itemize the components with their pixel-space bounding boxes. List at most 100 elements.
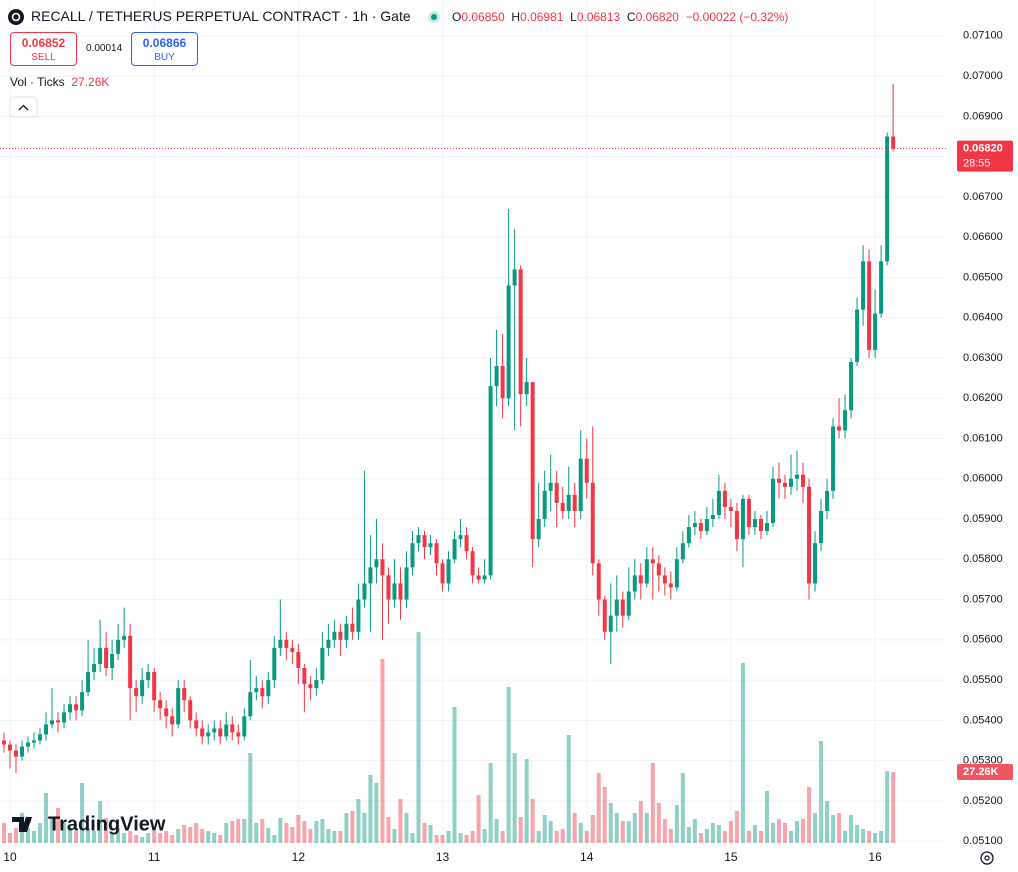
volume-bar — [692, 818, 697, 843]
candle-body — [482, 575, 487, 580]
last-volume-label: 27.26K — [963, 766, 999, 778]
countdown: 28:55 — [963, 157, 991, 169]
candle-body — [434, 543, 439, 564]
candle-body — [266, 680, 271, 697]
candle-body — [410, 543, 415, 568]
volume-bar — [392, 828, 397, 843]
volume-bar — [788, 830, 793, 843]
volume-legend: Vol · Ticks 27.26K — [10, 75, 109, 89]
candle-body — [849, 361, 854, 411]
x-tick-label: 10 — [3, 850, 17, 864]
volume-bar — [134, 835, 139, 843]
volume-bar — [644, 812, 649, 843]
buy-button[interactable]: 0.06866 BUY — [131, 32, 198, 66]
candle-body — [584, 458, 589, 483]
volume-bar — [380, 658, 385, 843]
ohlc-label: C — [626, 10, 636, 24]
y-tick-label: 0.05700 — [963, 593, 1003, 605]
candle-body — [428, 543, 433, 548]
candle-body — [548, 482, 553, 491]
candle-body — [746, 498, 751, 528]
volume-bar — [452, 707, 457, 843]
volume-bar — [776, 818, 781, 843]
candle-body — [248, 692, 253, 717]
volume-bar — [680, 772, 685, 843]
volume-bar — [752, 825, 757, 843]
volume-bar — [891, 772, 896, 843]
brand-logo-dot — [25, 817, 31, 823]
candle-body — [104, 647, 109, 669]
volume-bar — [782, 822, 787, 843]
volume-bar — [710, 822, 715, 843]
volume-bar — [855, 825, 860, 843]
volume-bar — [236, 818, 241, 843]
candle-body — [891, 136, 896, 149]
y-tick-label: 0.07100 — [963, 30, 1003, 42]
volume-bar — [440, 835, 445, 843]
candle-body — [855, 309, 860, 362]
volume-bar — [362, 812, 367, 843]
volume-bar — [740, 662, 745, 843]
candle-body — [662, 575, 667, 584]
last-price-tag — [957, 140, 1013, 172]
volume-bar — [254, 822, 259, 843]
volume-bar — [290, 827, 295, 843]
volume-bar — [518, 817, 523, 843]
volume-bar — [885, 770, 890, 843]
volume-bar — [548, 820, 553, 843]
volume-bar — [296, 815, 301, 843]
candle-body — [608, 615, 613, 632]
candle-body — [13, 750, 18, 757]
volume-bar — [807, 787, 812, 843]
volume-bar — [350, 810, 355, 843]
volume-bar — [825, 800, 830, 843]
candle-body — [885, 136, 890, 262]
volume-bar — [795, 820, 800, 843]
collapse-button[interactable] — [9, 96, 38, 118]
volume-bar — [422, 822, 427, 843]
candle-body — [32, 740, 37, 743]
candle-body — [500, 366, 505, 399]
y-tick-label: 0.07000 — [963, 70, 1003, 82]
volume-bar — [632, 812, 637, 843]
ohlc-value: 0.06981 — [520, 10, 564, 24]
volume-bar — [620, 820, 625, 843]
volume-bar — [500, 830, 505, 843]
sell-button[interactable]: 0.06852 SELL — [10, 32, 77, 66]
candle-body — [764, 523, 769, 532]
candle-body — [873, 313, 878, 350]
volume-bar — [819, 740, 824, 843]
volume-bar — [248, 752, 253, 843]
candle-body — [422, 535, 427, 548]
candle-body — [686, 527, 691, 544]
y-tick-label: 0.05600 — [963, 634, 1003, 646]
candle-body — [386, 575, 391, 600]
candle-body — [1, 740, 6, 745]
volume-bar — [530, 798, 535, 843]
candle-body — [837, 426, 842, 431]
volume-bar — [506, 687, 511, 843]
symbol-logo-mark — [11, 12, 21, 22]
settings-icon[interactable] — [980, 851, 994, 865]
candle-body — [740, 498, 745, 540]
candle-body — [158, 700, 163, 709]
volume-bar — [176, 828, 181, 843]
candle-body — [398, 583, 403, 600]
y-tick-label: 0.06500 — [963, 271, 1003, 283]
axis-layer: 0.05100 0.05200 0.05300 0.05400 0.05500 0.056… — [0, 30, 1013, 864]
symbol-logo — [8, 9, 24, 25]
volume-bar — [843, 830, 848, 843]
candle-body — [680, 543, 685, 560]
candle-body — [146, 672, 151, 681]
candle-body — [164, 708, 169, 717]
x-tick-label: 15 — [724, 850, 738, 864]
candle-body — [536, 519, 541, 540]
candle-body — [542, 490, 547, 520]
volume-bar — [356, 798, 361, 843]
volume-bar — [164, 830, 169, 843]
volume-bar — [158, 832, 163, 843]
volume-bar — [704, 828, 709, 843]
candle-body — [74, 704, 79, 711]
volume-bar — [314, 820, 319, 843]
